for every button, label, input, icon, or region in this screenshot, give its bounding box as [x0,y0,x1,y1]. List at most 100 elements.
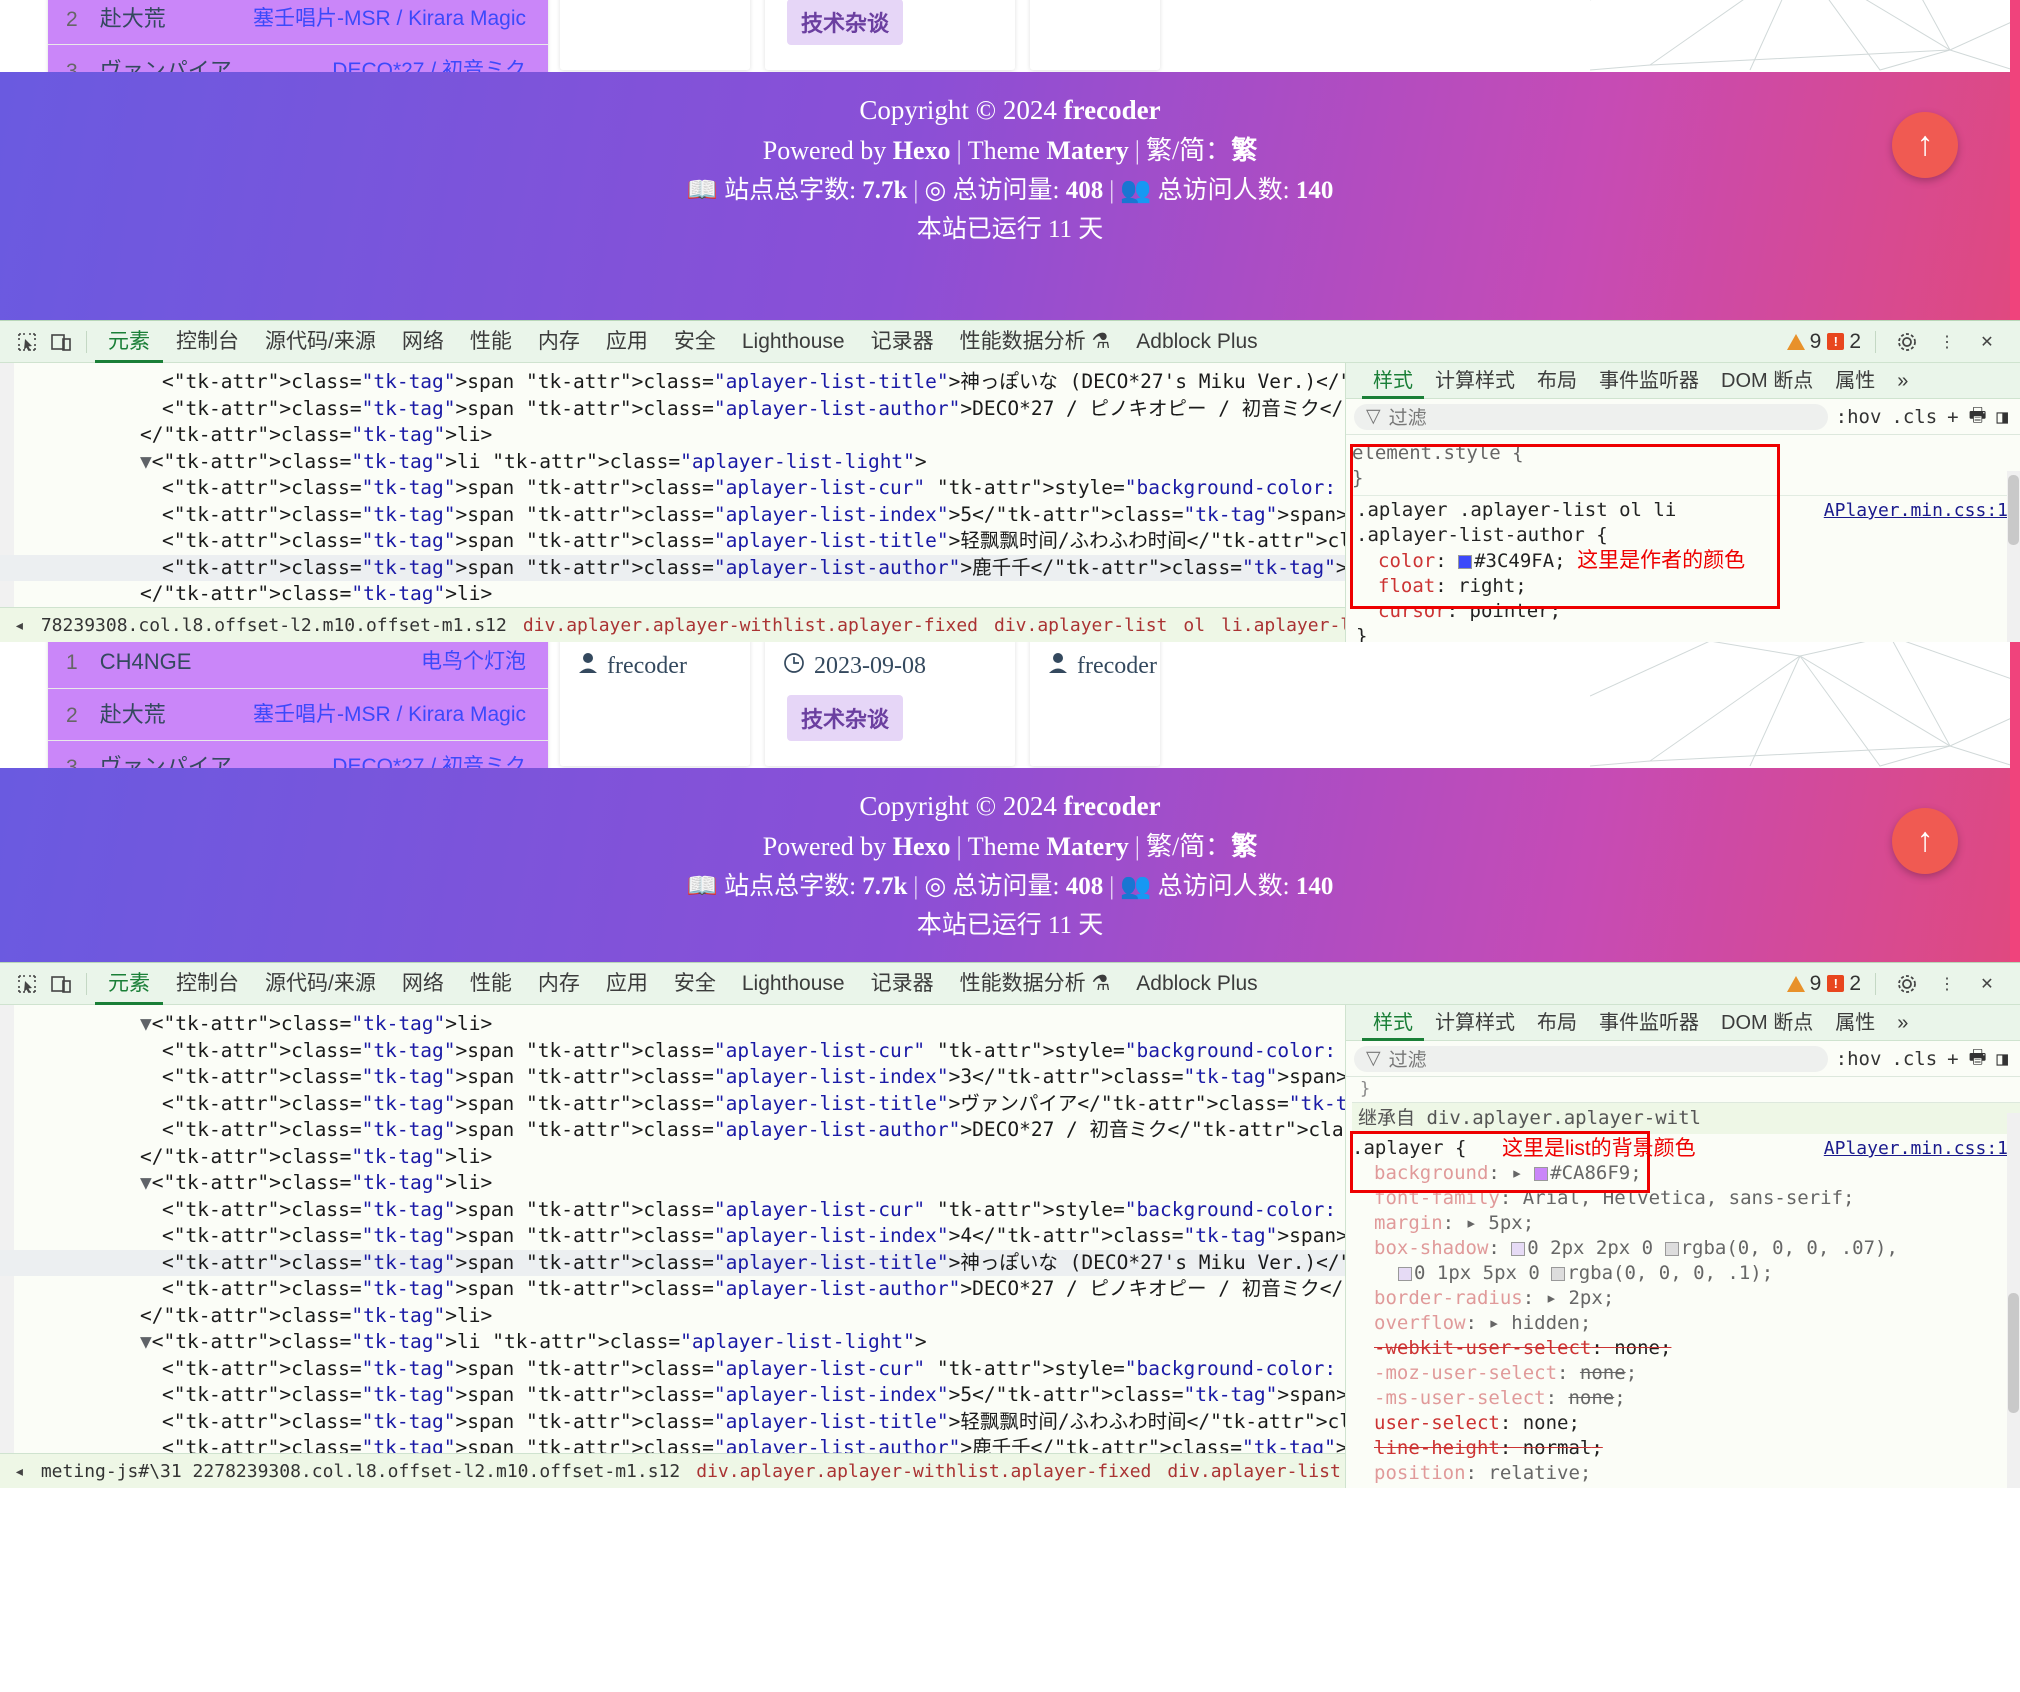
styles-tab-styles[interactable]: 样式 [1362,1005,1424,1041]
color-swatch[interactable] [1534,1167,1549,1181]
theme-link[interactable]: Matery [1046,832,1129,861]
styles-scrollbar-1[interactable] [2007,471,2020,642]
devtools-tab-memory[interactable]: 内存 [537,971,580,995]
devtools-tab-recorder[interactable]: 记录器 [870,329,934,353]
dom-line[interactable]: </"tk-attr">class="tk-tag">li> [140,423,493,446]
device-toolbar-icon[interactable] [44,967,78,1001]
breadcrumb-item[interactable]: meting-js#\31 2278239308.col.l8.offset-l… [40,1461,681,1482]
dom-line[interactable]: </"tk-attr">class="tk-tag">li> [140,1144,493,1168]
styles-tab-more[interactable]: » [1897,1011,1909,1034]
toggle-sidebar-icon[interactable]: ◨ [1996,1047,2008,1070]
list-item[interactable]: 2 赴大荒 塞壬唱片-MSR / Kirara Magic [48,688,548,740]
styles-filter-input-1[interactable]: ▽ 过滤 [1354,403,1828,430]
styles-tab-dom-breakpoints[interactable]: DOM 断点 [1721,369,1814,392]
hexo-link[interactable]: Hexo [892,832,951,861]
tag-badge[interactable]: 技术杂谈 [787,695,904,741]
tag-badge[interactable]: 技术杂谈 [787,0,904,45]
hexo-link[interactable]: Hexo [892,136,951,165]
css-rule[interactable]: .aplayer .aplayer-list ol li .aplayer-li… [1350,444,2020,642]
styles-filter-input-2[interactable]: ▽ 过滤 [1354,1045,1828,1072]
styles-tab-properties[interactable]: 属性 [1835,1011,1876,1034]
css-selector[interactable]: element.style { [1352,442,1524,464]
dom-line[interactable]: <"tk-attr">class="tk-tag">span "tk-attr"… [162,1383,1345,1406]
styles-tab-computed[interactable]: 计算样式 [1435,369,1515,392]
css-rule[interactable]: element.style { } [1352,439,2020,496]
dom-line[interactable]: <"tk-attr">class="tk-tag">span "tk-attr"… [162,1038,1337,1062]
styles-tab-computed[interactable]: 计算样式 [1435,1011,1515,1034]
warning-count[interactable]: 9 [1786,330,1821,354]
list-item[interactable]: 1 CH4NGE 电鸟个灯泡 [48,642,548,688]
styles-tab-properties[interactable]: 属性 [1835,369,1876,392]
devtools-tab-network[interactable]: 网络 [401,329,444,353]
css-source[interactable]: APlayer.min.css:1 [1823,1138,2008,1159]
dom-line[interactable]: ▼<"tk-attr">class="tk-tag">li "tk-attr">… [140,449,927,473]
breadcrumb-item[interactable]: li.aplayer-list-light [1221,615,1345,636]
breadcrumb-item[interactable]: 78239308.col.l8.offset-l2.m10.offset-m1.… [40,615,507,636]
list-author[interactable]: 电鸟个灯泡 [421,650,526,673]
inspect-element-icon[interactable] [10,967,44,1001]
devtools-tab-sources[interactable]: 源代码/来源 [265,329,376,353]
devtools-tab-elements[interactable]: 元素 [95,321,163,363]
devtools-tab-memory[interactable]: 内存 [537,329,580,353]
css-selector[interactable]: .aplayer { [1352,1137,1467,1159]
dom-tree-pane-2[interactable]: ▼<"tk-attr">class="tk-tag">li> <"tk-attr"… [0,1005,1345,1488]
devtools-tab-perf-insights[interactable]: 性能数据分析 ⚗ [959,329,1111,353]
devtools-tab-application[interactable]: 应用 [605,329,648,353]
devtools-tab-network[interactable]: 网络 [401,971,444,995]
dom-line[interactable]: <"tk-attr">class="tk-tag">span "tk-attr"… [162,476,1337,499]
gear-icon[interactable] [1890,325,1924,359]
color-swatch[interactable] [1458,555,1473,569]
close-icon[interactable]: ✕ [1980,975,1994,993]
dom-line[interactable]: </"tk-attr">class="tk-tag">li> [140,1303,493,1327]
inspect-element-icon[interactable] [10,325,44,359]
gear-icon[interactable] [1890,967,1924,1001]
devtools-tab-performance[interactable]: 性能 [469,329,512,353]
dom-line[interactable]: ···<"tk-attr">class="tk-tag">span "tk-at… [0,554,1345,581]
print-icon[interactable]: 🖶 [1968,1045,1987,1068]
dom-line[interactable]: ···<"tk-attr">class="tk-tag">span "tk-at… [0,1249,1345,1276]
list-item[interactable]: 2 赴大荒 塞壬唱片-MSR / Kirara Magic [48,0,548,44]
devtools-tab-security[interactable]: 安全 [673,971,716,995]
devtools-tab-security[interactable]: 安全 [673,329,716,353]
dom-line[interactable]: <"tk-attr">class="tk-tag">span "tk-attr"… [162,1118,1345,1141]
styles-tab-event-listeners[interactable]: 事件监听器 [1599,369,1699,392]
dom-line[interactable]: </"tk-attr">class="tk-tag">li> [140,582,493,605]
breadcrumb-item[interactable]: div.aplayer-list [1167,1461,1341,1482]
css-selector[interactable]: .aplayer .aplayer-list ol li .aplayer-li… [1356,499,1677,546]
lang-value[interactable]: 繁 [1231,136,1258,165]
styles-pane-2[interactable]: 样式 计算样式 布局 事件监听器 DOM 断点 属性 » ▽ 过滤 :hov .… [1345,1005,2020,1488]
dom-line[interactable]: <"tk-attr">class="tk-tag">span "tk-attr"… [162,529,1345,552]
devtools-tab-lighthouse[interactable]: Lighthouse [741,971,845,995]
dom-line[interactable]: <"tk-attr">class="tk-tag">span "tk-attr"… [162,1197,1337,1221]
more-vertical-icon[interactable]: ⋮ [1939,333,1955,351]
new-style-rule-icon[interactable]: + [1947,405,1959,428]
breadcrumb-item[interactable]: ol [1183,615,1206,636]
devtools-tab-elements[interactable]: 元素 [95,963,163,1005]
styles-pane-1[interactable]: 样式 计算样式 布局 事件监听器 DOM 断点 属性 » ▽ 过滤 :hov .… [1345,363,2020,642]
css-rules-2[interactable]: } 继承自 div.aplayer.aplayer-witl .aplayer … [1346,1077,2020,1488]
list-author[interactable]: 塞壬唱片-MSR / Kirara Magic [252,703,526,726]
breadcrumb-item[interactable]: div.aplayer-list [994,615,1168,636]
dom-line[interactable]: <"tk-attr">class="tk-tag">span "tk-attr"… [162,396,1345,420]
css-source[interactable]: APlayer.min.css:1 [1823,500,2008,521]
cls-toggle[interactable]: .cls [1891,1047,1938,1070]
error-count[interactable]: ! 2 [1827,330,1861,354]
dom-line[interactable]: ▼<"tk-attr">class="tk-tag">li> [140,1171,493,1194]
devtools-tab-lighthouse[interactable]: Lighthouse [741,329,845,353]
close-icon[interactable]: ✕ [1980,333,1994,351]
cls-toggle[interactable]: .cls [1891,405,1938,428]
dom-tree-pane-1[interactable]: <"tk-attr">class="tk-tag">span "tk-attr"… [0,363,1345,642]
styles-tab-styles[interactable]: 样式 [1362,363,1424,399]
print-icon[interactable]: 🖶 [1968,403,1987,426]
dom-line[interactable]: <"tk-attr">class="tk-tag">span "tk-attr"… [162,502,1345,526]
styles-tab-dom-breakpoints[interactable]: DOM 断点 [1721,1011,1814,1034]
breadcrumb-scroll-left[interactable]: ◂ [14,1461,25,1482]
devtools-tab-console[interactable]: 控制台 [176,971,239,995]
hov-toggle[interactable]: :hov [1835,405,1882,428]
devtools-tab-sources[interactable]: 源代码/来源 [265,971,376,995]
theme-link[interactable]: Matery [1046,136,1129,165]
devtools-tab-perf-insights[interactable]: 性能数据分析 ⚗ [959,971,1111,995]
dom-line[interactable]: <"tk-attr">class="tk-tag">span "tk-attr"… [162,1409,1345,1433]
breadcrumb-item[interactable]: div.aplayer.aplayer-withlist.aplayer-fix… [696,1461,1152,1482]
hov-toggle[interactable]: :hov [1835,1047,1882,1070]
